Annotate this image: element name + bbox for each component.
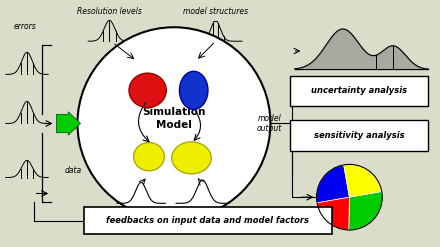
Text: model
output: model output (257, 114, 282, 133)
Polygon shape (317, 197, 349, 230)
Text: model structures: model structures (183, 7, 248, 16)
Text: data: data (65, 166, 82, 175)
Text: errors: errors (14, 22, 36, 31)
Ellipse shape (77, 27, 271, 220)
Ellipse shape (129, 73, 166, 107)
Polygon shape (349, 191, 382, 230)
FancyBboxPatch shape (290, 120, 429, 150)
Text: sensitivity analysis: sensitivity analysis (314, 131, 404, 140)
Ellipse shape (172, 142, 211, 174)
FancyBboxPatch shape (290, 76, 429, 106)
Polygon shape (316, 165, 349, 203)
Ellipse shape (180, 71, 208, 109)
FancyArrow shape (56, 112, 81, 135)
Polygon shape (344, 164, 382, 197)
Ellipse shape (134, 143, 164, 171)
FancyBboxPatch shape (84, 207, 332, 234)
Text: Resolution levels: Resolution levels (77, 7, 142, 16)
Text: parameters: parameters (152, 211, 196, 220)
Text: Simulation
Model: Simulation Model (142, 107, 205, 130)
Text: feedbacks on input data and model factors: feedbacks on input data and model factor… (106, 216, 309, 225)
Text: uncertainty analysis: uncertainty analysis (311, 86, 407, 95)
